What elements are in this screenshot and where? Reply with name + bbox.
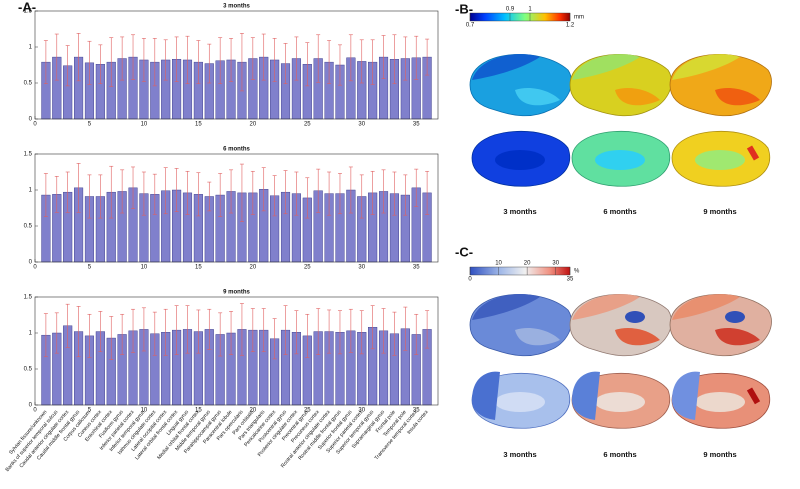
- y-tick-label: 0: [29, 260, 33, 266]
- x-tick-label: 0: [33, 265, 37, 271]
- colorbar-tick-label: 35: [567, 277, 574, 283]
- y-tick-label: 0.5: [24, 367, 33, 373]
- colorbar-tick-label: 10: [495, 261, 502, 267]
- panel-label: -B-: [455, 1, 473, 16]
- brain: [671, 131, 770, 187]
- brain: [669, 293, 772, 357]
- colorbar-tick-label: 0: [468, 277, 472, 283]
- x-tick-label: 35: [413, 265, 420, 271]
- x-tick-label: 25: [304, 408, 311, 414]
- y-tick-label: 0: [29, 403, 33, 409]
- brain: [569, 53, 672, 117]
- x-tick-label: 10: [141, 265, 148, 271]
- x-tick-label: 30: [358, 265, 365, 271]
- y-tick-label: 0: [29, 117, 33, 123]
- y-tick-label: 1: [29, 331, 33, 337]
- x-tick-label: 15: [195, 408, 202, 414]
- panel-label: -A-: [18, 0, 36, 14]
- brain-label: 9 months: [703, 450, 736, 459]
- brain: [469, 293, 572, 357]
- x-tick-label: 5: [88, 408, 92, 414]
- x-tick-label: 20: [249, 265, 256, 271]
- brain: [669, 53, 772, 117]
- x-tick-label: 10: [141, 408, 148, 414]
- x-tick-label: 15: [195, 122, 202, 128]
- brain-label: 6 months: [603, 207, 636, 216]
- brain-label: 9 months: [703, 207, 736, 216]
- y-tick-label: 1: [29, 45, 33, 51]
- brain-panel: [469, 293, 772, 429]
- brain-panel: [469, 53, 772, 187]
- brain-label: 3 months: [503, 450, 536, 459]
- colorbar-tick-label: 20: [524, 261, 531, 267]
- colorbar-unit: %: [574, 269, 580, 275]
- x-tick-label: 20: [249, 122, 256, 128]
- colorbar-tick-label: 30: [552, 261, 559, 267]
- x-tick-label: 35: [413, 408, 420, 414]
- x-tick-label: 30: [358, 408, 365, 414]
- x-tick-label: 0: [33, 408, 37, 414]
- x-tick-label: 10: [141, 122, 148, 128]
- x-tick-label: 5: [88, 265, 92, 271]
- axes-box: [34, 10, 439, 120]
- y-tick-label: 1.5: [24, 295, 33, 301]
- y-tick-label: 0.5: [24, 224, 33, 230]
- x-tick-label: 25: [304, 265, 311, 271]
- brain: [469, 53, 572, 117]
- colorbar: [469, 266, 571, 276]
- chart-title: 3 months: [223, 4, 250, 10]
- colorbar-tick-label: 0.7: [466, 23, 475, 29]
- chart-title: 6 months: [223, 147, 250, 153]
- brain: [471, 131, 570, 187]
- axes-box: [34, 296, 439, 406]
- brain-label: 6 months: [603, 450, 636, 459]
- x-tick-label: 30: [358, 122, 365, 128]
- colorbar-tick-label: 1.2: [566, 23, 575, 29]
- y-tick-label: 1: [29, 188, 33, 194]
- brain-label: 3 months: [503, 207, 536, 216]
- colorbar: [469, 12, 571, 22]
- x-tick-label: 15: [195, 265, 202, 271]
- panel-label: -C-: [455, 244, 473, 259]
- brain: [471, 371, 570, 429]
- brain: [671, 371, 770, 429]
- axes-box: [34, 153, 439, 263]
- colorbar-tick-label: 0.9: [506, 7, 515, 13]
- x-tick-label: 25: [304, 122, 311, 128]
- x-tick-label: 35: [413, 122, 420, 128]
- chart-title: 9 months: [223, 290, 250, 296]
- x-tick-label: 0: [33, 122, 37, 128]
- x-tick-label: 5: [88, 122, 92, 128]
- brain: [571, 131, 670, 187]
- y-tick-label: 0.5: [24, 81, 33, 87]
- y-tick-label: 1.5: [24, 152, 33, 158]
- brain: [569, 293, 672, 357]
- y-tick-label: 1.5: [24, 9, 33, 15]
- colorbar-tick-label: 1: [528, 7, 532, 13]
- x-tick-label: 20: [249, 408, 256, 414]
- colorbar-unit: mm: [574, 15, 584, 21]
- brain: [571, 371, 670, 429]
